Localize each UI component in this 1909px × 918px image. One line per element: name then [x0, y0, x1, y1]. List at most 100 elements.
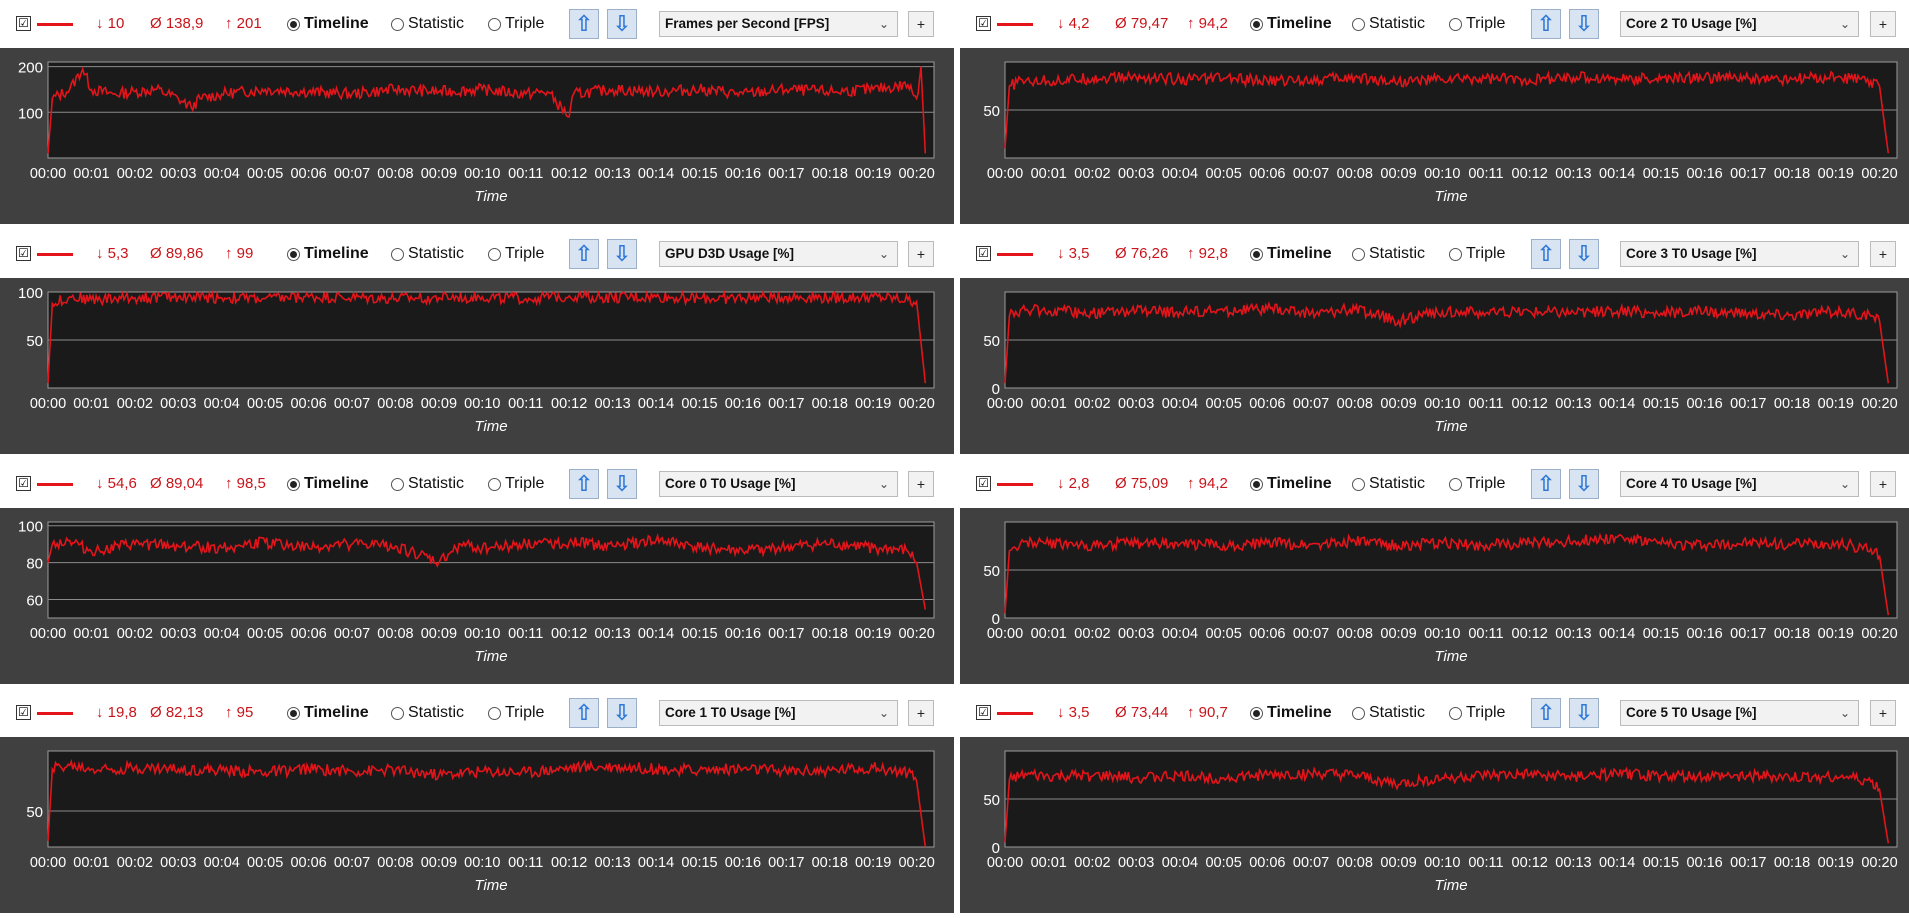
x-tick-label: 00:07 — [1293, 855, 1329, 871]
y-tick-label: 60 — [26, 593, 43, 610]
add-chart-button[interactable]: + — [1870, 471, 1896, 497]
stat-avg: Ø 75,09 — [1115, 475, 1169, 492]
stat-min: ↓ 3,5 — [1057, 704, 1090, 721]
move-down-button[interactable]: ⇩ — [607, 469, 637, 499]
add-chart-button[interactable]: + — [908, 700, 934, 726]
radio-timeline[interactable] — [287, 18, 300, 31]
x-tick-label: 00:11 — [1468, 626, 1503, 642]
radio-triple[interactable] — [488, 18, 501, 31]
radio-timeline[interactable] — [287, 707, 300, 720]
move-down-button[interactable]: ⇩ — [607, 698, 637, 728]
move-down-button[interactable]: ⇩ — [607, 9, 637, 39]
metric-select[interactable]: Core 1 T0 Usage [%] ⌄ — [659, 700, 898, 726]
x-tick-label: 00:07 — [334, 396, 370, 412]
metric-select[interactable]: Core 2 T0 Usage [%] ⌄ — [1620, 11, 1859, 37]
move-down-button[interactable]: ⇩ — [1569, 239, 1599, 269]
radio-triple[interactable] — [1449, 478, 1462, 491]
stat-avg: Ø 76,26 — [1115, 245, 1169, 262]
add-chart-button[interactable]: + — [1870, 700, 1896, 726]
radio-statistic[interactable] — [1352, 707, 1365, 720]
radio-statistic[interactable] — [1352, 478, 1365, 491]
x-axis-label: Time — [474, 418, 507, 435]
arrow-up-icon: ⇧ — [1536, 241, 1556, 266]
move-down-button[interactable]: ⇩ — [1569, 469, 1599, 499]
chart-area: 50 00:00 00:01 00:02 00:03 00:04 00:05 00:06 00:… — [960, 48, 1909, 224]
radio-triple[interactable] — [1449, 707, 1462, 720]
stat-min: ↓ 5,3 — [96, 245, 129, 262]
timeline-chart: 0 50 00:00 00:01 00:02 00:03 00:04 00:05 00:06 00… — [983, 750, 1898, 894]
arrow-up-icon: ⇧ — [574, 11, 594, 36]
radio-triple[interactable] — [488, 248, 501, 261]
x-axis-label: Time — [1434, 648, 1467, 665]
metric-select[interactable]: Core 0 T0 Usage [%] ⌄ — [659, 471, 898, 497]
x-tick-label: 00:12 — [551, 166, 587, 182]
add-chart-button[interactable]: + — [908, 241, 934, 267]
radio-timeline[interactable] — [1250, 707, 1263, 720]
metric-select-value: Core 0 T0 Usage [%] — [665, 476, 796, 491]
radio-statistic[interactable] — [1352, 248, 1365, 261]
metric-select[interactable]: Core 4 T0 Usage [%] ⌄ — [1620, 471, 1859, 497]
x-tick-label: 00:02 — [117, 626, 153, 642]
visibility-checkbox[interactable]: ☑ — [976, 16, 991, 31]
x-tick-label: 00:20 — [898, 855, 934, 871]
visibility-checkbox[interactable]: ☑ — [976, 246, 991, 261]
radio-timeline[interactable] — [1250, 478, 1263, 491]
add-chart-button[interactable]: + — [908, 471, 934, 497]
move-down-button[interactable]: ⇩ — [1569, 698, 1599, 728]
visibility-checkbox[interactable]: ☑ — [16, 246, 31, 261]
radio-statistic[interactable] — [1352, 18, 1365, 31]
radio-statistic[interactable] — [391, 478, 404, 491]
move-up-button[interactable]: ⇧ — [569, 9, 599, 39]
x-tick-label: 00:16 — [1686, 166, 1722, 182]
move-up-button[interactable]: ⇧ — [1531, 698, 1561, 728]
add-chart-button[interactable]: + — [1870, 241, 1896, 267]
move-up-button[interactable]: ⇧ — [1531, 239, 1561, 269]
radio-triple[interactable] — [1449, 18, 1462, 31]
metric-select[interactable]: Core 3 T0 Usage [%] ⌄ — [1620, 241, 1859, 267]
move-down-button[interactable]: ⇩ — [1569, 9, 1599, 39]
radio-triple[interactable] — [488, 707, 501, 720]
x-tick-label: 00:04 — [1162, 626, 1198, 642]
radio-triple[interactable] — [488, 478, 501, 491]
x-tick-label: 00:17 — [768, 396, 804, 412]
move-down-button[interactable]: ⇩ — [607, 239, 637, 269]
stat-avg: Ø 89,04 — [150, 475, 204, 492]
series-color-legend — [37, 483, 73, 486]
radio-timeline[interactable] — [1250, 248, 1263, 261]
radio-timeline[interactable] — [287, 478, 300, 491]
radio-statistic[interactable] — [391, 707, 404, 720]
add-chart-button[interactable]: + — [1870, 11, 1896, 37]
metric-select[interactable]: Frames per Second [FPS] ⌄ — [659, 11, 898, 37]
radio-timeline[interactable] — [287, 248, 300, 261]
x-tick-label: 00:15 — [681, 166, 717, 182]
x-tick-label: 00:05 — [247, 396, 283, 412]
radio-label-statistic: Statistic — [408, 15, 465, 32]
x-tick-label: 00:17 — [1730, 855, 1766, 871]
stat-avg: Ø 82,13 — [150, 704, 204, 721]
move-up-button[interactable]: ⇧ — [1531, 9, 1561, 39]
x-tick-label: 00:03 — [160, 855, 196, 871]
y-tick-label: 50 — [26, 333, 43, 350]
add-chart-button[interactable]: + — [908, 11, 934, 37]
x-tick-label: 00:12 — [1512, 855, 1548, 871]
visibility-checkbox[interactable]: ☑ — [16, 16, 31, 31]
visibility-checkbox[interactable]: ☑ — [976, 476, 991, 491]
metric-select[interactable]: GPU D3D Usage [%] ⌄ — [659, 241, 898, 267]
x-tick-label: 00:01 — [1031, 855, 1067, 871]
radio-statistic[interactable] — [391, 18, 404, 31]
radio-triple[interactable] — [1449, 248, 1462, 261]
radio-timeline[interactable] — [1250, 18, 1263, 31]
x-tick-label: 00:15 — [1643, 396, 1679, 412]
move-up-button[interactable]: ⇧ — [569, 469, 599, 499]
move-up-button[interactable]: ⇧ — [1531, 469, 1561, 499]
radio-label-statistic: Statistic — [408, 704, 465, 721]
visibility-checkbox[interactable]: ☑ — [976, 705, 991, 720]
stat-min: ↓ 2,8 — [1057, 475, 1090, 492]
metric-select[interactable]: Core 5 T0 Usage [%] ⌄ — [1620, 700, 1859, 726]
visibility-checkbox[interactable]: ☑ — [16, 476, 31, 491]
radio-statistic[interactable] — [391, 248, 404, 261]
visibility-checkbox[interactable]: ☑ — [16, 705, 31, 720]
move-up-button[interactable]: ⇧ — [569, 239, 599, 269]
move-up-button[interactable]: ⇧ — [569, 698, 599, 728]
y-tick-label: 100 — [18, 519, 43, 536]
